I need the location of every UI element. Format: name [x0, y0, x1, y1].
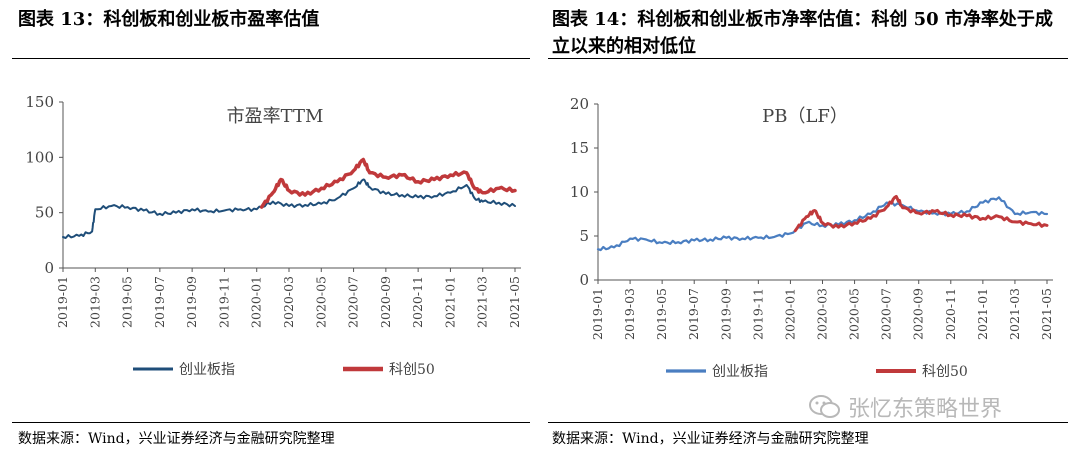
- pe-ttm-chart: 0 50 100 150 2019-01 2019-03 2019-05 2019-07 201…: [25, 93, 522, 378]
- pb-x-tick-label: 2019-05: [654, 288, 669, 340]
- pe-x-tick-label: 2021-05: [507, 276, 522, 328]
- left-source-note: 数据来源：Wind，兴业证券经济与金融研究院整理: [18, 431, 335, 447]
- pe-x-tick-label: 2019-07: [152, 276, 167, 328]
- pe-y-tick-label: 100: [25, 148, 54, 166]
- pe-legend-label-1: 科创50: [389, 362, 435, 378]
- wechat-watermark: 张忆东策略世界: [808, 390, 1048, 424]
- pb-x-tick-label: 2019-11: [750, 288, 765, 340]
- pb-x-tick-label: 2020-03: [815, 288, 830, 340]
- right-source-note: 数据来源：Wind，兴业证券经济与金融研究院整理: [552, 431, 869, 447]
- pe-legend-label-0: 创业板指: [179, 362, 235, 378]
- pb-series-line-0: [596, 196, 1049, 252]
- pe-x-tick-label: 2019-05: [120, 276, 135, 328]
- left-top-rule: [12, 58, 530, 59]
- pb-chart-title: PB（LF）: [762, 106, 848, 127]
- pe-chart-title: 市盈率TTM: [227, 106, 324, 127]
- right-figure-title: 图表 14：科创板和创业板市净率估值：科创 50 市净率处于成立以来的相对低位: [552, 9, 1053, 57]
- pe-x-tick-label: 2020-03: [281, 276, 296, 328]
- pe-x-tick-label: 2020-07: [346, 276, 361, 328]
- pe-x-tick-label: 2020-09: [378, 276, 393, 328]
- pb-x-tick-label: 2020-01: [782, 288, 797, 340]
- pe-series-line-0: [62, 178, 516, 239]
- pb-x-tick-label: 2020-11: [943, 288, 958, 340]
- wechat-logo-icon: [809, 395, 840, 418]
- pb-x-tick-label: 2019-01: [590, 288, 605, 340]
- pb-y-tick-label: 20: [570, 95, 589, 113]
- pb-legend-label-1: 科创50: [922, 364, 968, 380]
- pe-x-tick-label: 2019-11: [216, 276, 231, 328]
- pb-series-line-1: [793, 194, 1049, 233]
- pb-x-tick-label: 2021-01: [975, 288, 990, 340]
- left-figure-title: 图表 13：科创板和创业板市盈率估值: [18, 9, 320, 30]
- pe-x-tick-label: 2019-09: [184, 276, 199, 328]
- pb-x-tick-label: 2021-03: [1007, 288, 1022, 340]
- pe-series-line-1: [259, 157, 517, 209]
- pb-x-tick-label: 2020-07: [879, 288, 894, 340]
- pe-x-tick-label: 2021-03: [475, 276, 490, 328]
- pb-lf-chart: 0 5 10 15 20 2019-01 2019-03 2019-05 2019-07 2019…: [570, 95, 1054, 380]
- pb-x-tick-label: 2019-07: [686, 288, 701, 340]
- pb-y-tick-label: 5: [579, 227, 589, 245]
- pe-x-tick-label: 2019-03: [87, 276, 102, 328]
- pe-y-tick-label: 0: [44, 259, 54, 277]
- pe-x-tick-label: 2021-01: [442, 276, 457, 328]
- pe-x-tick-label: 2020-11: [410, 276, 425, 328]
- left-bottom-rule: [12, 422, 530, 423]
- pe-x-tick-label: 2020-05: [313, 276, 328, 328]
- pb-x-tick-label: 2020-05: [847, 288, 862, 340]
- pb-x-tick-label: 2019-09: [718, 288, 733, 340]
- pe-y-tick-label: 150: [25, 93, 54, 111]
- pe-x-tick-label: 2019-01: [55, 276, 70, 328]
- pe-x-tick-label: 2020-01: [249, 276, 264, 328]
- watermark-text: 张忆东策略世界: [848, 397, 1003, 422]
- pb-y-tick-label: 15: [570, 139, 589, 157]
- right-bottom-rule: [548, 422, 1068, 423]
- pb-x-tick-label: 2019-03: [622, 288, 637, 340]
- pb-x-tick-label: 2021-05: [1039, 288, 1054, 340]
- pb-x-tick-label: 2020-09: [911, 288, 926, 340]
- pe-y-tick-label: 50: [35, 204, 54, 222]
- pb-y-tick-label: 10: [570, 183, 589, 201]
- right-top-rule: [548, 58, 1068, 59]
- pb-y-tick-label: 0: [579, 271, 589, 289]
- pb-legend-label-0: 创业板指: [712, 364, 768, 380]
